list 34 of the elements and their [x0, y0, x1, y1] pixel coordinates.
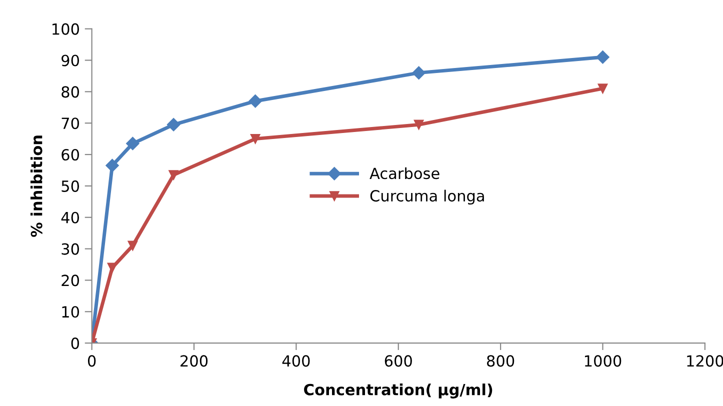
point — [598, 84, 608, 94]
y-tick-label: 30 — [62, 243, 79, 255]
x-tick-label: 400 — [282, 355, 310, 367]
point — [126, 136, 140, 150]
legend-label: Curcuma longa — [370, 190, 484, 205]
y-tick-label: 20 — [62, 274, 79, 286]
point — [107, 262, 118, 273]
y-tick-label: 80 — [62, 86, 79, 98]
y-tick-label: 40 — [61, 212, 79, 224]
x-axis-title: Concentration( µg/ml) — [304, 384, 492, 398]
x-tick-label: 600 — [384, 355, 412, 367]
point — [106, 158, 119, 172]
x-tick-label: 1200 — [687, 355, 723, 367]
point — [166, 118, 180, 132]
y-tick-label: 70 — [62, 118, 79, 130]
y-tick-label: 100 — [52, 23, 79, 35]
x-tick-label: 800 — [487, 355, 514, 367]
y-tick-label: 90 — [62, 54, 79, 66]
point — [250, 134, 260, 144]
y-axis-title: % inhibition — [30, 136, 42, 237]
y-tick-label: 10 — [62, 306, 79, 318]
point — [128, 240, 138, 251]
y-tick-label: 0 — [71, 338, 79, 350]
y-tick-label: 60 — [62, 148, 79, 161]
point — [248, 94, 262, 108]
point — [412, 66, 426, 80]
point — [414, 120, 424, 130]
x-tick-label: 0 — [88, 355, 96, 367]
point — [596, 50, 610, 64]
point — [168, 170, 178, 180]
legend-label: Acarbose — [370, 167, 440, 180]
x-tick-label: 200 — [180, 355, 208, 367]
y-tick-label: 50 — [62, 180, 79, 192]
x-tick-label: 1000 — [584, 355, 622, 367]
